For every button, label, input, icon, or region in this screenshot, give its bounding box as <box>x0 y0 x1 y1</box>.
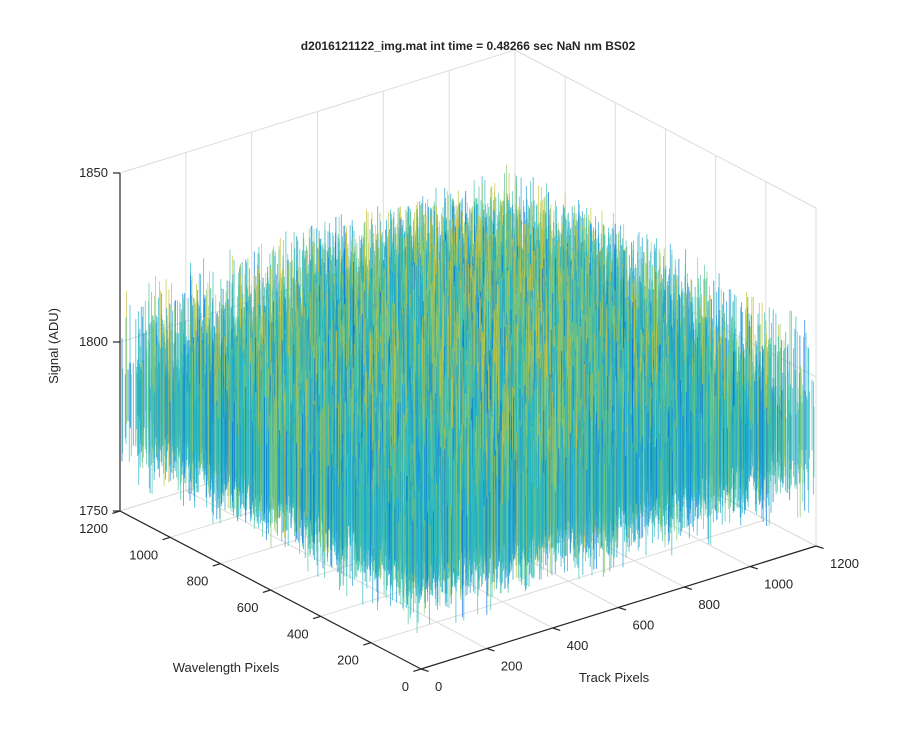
surface-layer <box>119 164 815 634</box>
grid-line <box>119 49 516 174</box>
grid-line <box>370 519 766 644</box>
grid-line <box>514 49 817 209</box>
